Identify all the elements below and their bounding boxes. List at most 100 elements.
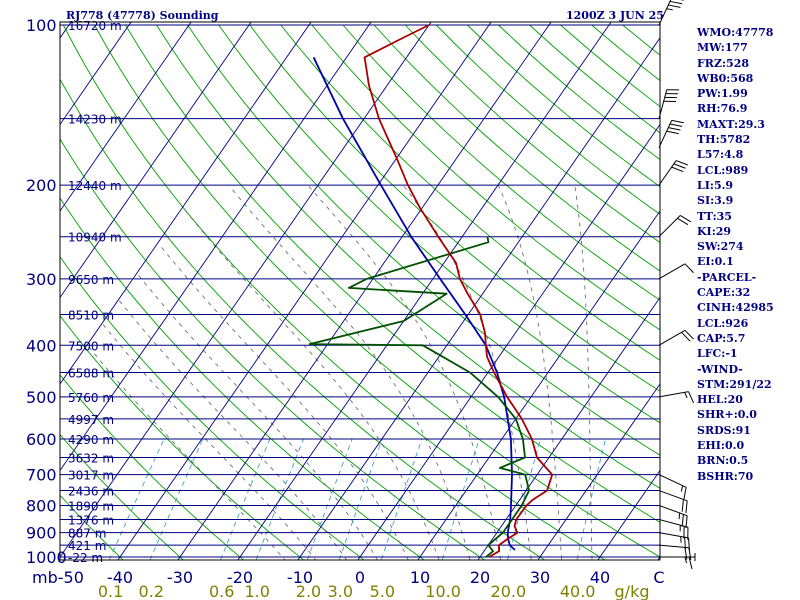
wind-full-barb bbox=[671, 119, 684, 124]
dry-adiabat bbox=[60, 494, 124, 560]
wind-barb bbox=[658, 160, 688, 186]
index-item: LCL:926 bbox=[697, 316, 749, 330]
height-label: 6588 m bbox=[68, 367, 114, 381]
isotherm bbox=[537, 383, 660, 560]
parcel-trace bbox=[312, 56, 516, 551]
pressure-tick-label: 1000 bbox=[26, 548, 67, 567]
height-label: 4290 m bbox=[68, 433, 114, 447]
dry-adiabat bbox=[60, 78, 546, 560]
wind-full-barb bbox=[676, 160, 688, 166]
wind-staff bbox=[658, 391, 689, 398]
pressure-tick-label: 800 bbox=[26, 496, 57, 515]
isotherm bbox=[297, 37, 660, 560]
height-label: 3632 m bbox=[68, 451, 114, 465]
isotherm bbox=[597, 469, 660, 560]
wind-staff bbox=[658, 329, 686, 346]
isotherm bbox=[60, 22, 132, 126]
wind-half-barb bbox=[678, 512, 681, 520]
moist-adiabat bbox=[87, 345, 286, 560]
mixing-ratio-line bbox=[220, 438, 271, 560]
wind-staff bbox=[658, 160, 677, 186]
mixing-ratio-line bbox=[507, 438, 541, 560]
wind-full-barb bbox=[669, 123, 683, 127]
temperature-tick-label: 10 bbox=[410, 568, 430, 587]
wind-barb bbox=[658, 474, 687, 500]
mixing-ratio-line bbox=[306, 438, 353, 560]
indices-panel: WMO:47778 MW:177 FRZ:528 WB0:568 PW:1.99 RH:7… bbox=[697, 25, 774, 484]
isotherm bbox=[237, 22, 612, 560]
index-item: LCL:989 bbox=[697, 163, 749, 177]
wind-staff bbox=[658, 518, 689, 528]
temperature-tick-label: 40 bbox=[590, 568, 610, 587]
pressure-tick-label: 900 bbox=[26, 524, 57, 543]
sounding-time: 1200Z 3 JUN 25 bbox=[566, 9, 664, 22]
wind-staff bbox=[658, 215, 681, 238]
wind-half-barb bbox=[680, 485, 684, 492]
wind-half-barb bbox=[666, 8, 673, 11]
pressure-tick-label: 100 bbox=[26, 16, 57, 35]
wind-full-barb bbox=[671, 166, 684, 173]
temperature-tick-label: -10 bbox=[287, 568, 313, 587]
wind-barb bbox=[658, 0, 684, 26]
mixing-ratio-label: 3.0 bbox=[328, 582, 353, 600]
index-item: MAXT:29.3 bbox=[697, 117, 765, 131]
wind-staff bbox=[658, 544, 689, 549]
temperature-tick-label: -30 bbox=[167, 568, 193, 587]
wind-staff bbox=[658, 490, 688, 502]
dry-adiabat bbox=[60, 197, 425, 560]
wind-full-barb bbox=[677, 217, 689, 226]
pressure-tick-label: 300 bbox=[26, 270, 57, 289]
height-label: 10940 m bbox=[68, 231, 122, 245]
wind-barb bbox=[658, 119, 684, 148]
index-item: TH:5782 bbox=[697, 133, 751, 147]
mixing-ratio-line bbox=[441, 438, 480, 560]
isotherm bbox=[477, 296, 660, 560]
index-item: -PARCEL- bbox=[697, 270, 757, 284]
mixing-ratio-label: 0.6 bbox=[209, 582, 234, 600]
wind-full-barb bbox=[685, 515, 688, 529]
dry-adiabat bbox=[373, 24, 660, 272]
height-label: 1376 m bbox=[68, 513, 114, 527]
dry-adiabat bbox=[125, 24, 660, 523]
pressure-tick-label: 200 bbox=[26, 176, 57, 195]
wind-full-barb bbox=[683, 487, 687, 500]
wind-barb bbox=[658, 263, 694, 280]
isotherm bbox=[60, 22, 372, 472]
wind-staff bbox=[658, 504, 688, 517]
mixing-ratio-label: 0.1 bbox=[98, 582, 123, 600]
index-item: STM:291/22 bbox=[697, 377, 772, 391]
sounding-title: RJ778 (47778) Sounding bbox=[66, 9, 219, 22]
wind-half-barb bbox=[684, 556, 687, 564]
index-item: LI:5.9 bbox=[697, 178, 734, 192]
isotherm bbox=[60, 22, 192, 212]
index-item: TT:35 bbox=[697, 209, 732, 223]
mixing-ratio-line bbox=[576, 438, 607, 560]
isotherm bbox=[60, 22, 432, 558]
mixing-ratio-line bbox=[338, 438, 383, 560]
dry-adiabat bbox=[60, 138, 486, 560]
index-item: RH:76.9 bbox=[697, 102, 748, 116]
wind-full-barb bbox=[684, 329, 694, 340]
index-item: SI:3.9 bbox=[697, 194, 734, 208]
height-label: 8510 m bbox=[68, 308, 114, 322]
index-item: WB0:568 bbox=[697, 71, 754, 85]
wind-full-barb bbox=[673, 163, 686, 169]
wind-barb bbox=[659, 556, 693, 570]
index-item: CINH:42985 bbox=[697, 301, 774, 315]
temperature-tick-label: -20 bbox=[227, 568, 253, 587]
temperature-tick-label: mb-50 bbox=[32, 568, 84, 587]
dry-adiabat bbox=[94, 24, 660, 558]
wind-barb bbox=[658, 490, 688, 514]
height-label: 9650 m bbox=[68, 273, 114, 287]
index-item: SRDS:91 bbox=[697, 423, 751, 437]
wind-half-barb bbox=[684, 392, 688, 399]
pressure-tick-label: 500 bbox=[26, 388, 57, 407]
index-item: HEL:20 bbox=[697, 393, 743, 407]
temperature-tick-label: 0 bbox=[355, 568, 365, 587]
pressure-tick-label: 400 bbox=[26, 336, 57, 355]
height-label: 5760 m bbox=[68, 391, 114, 405]
mixing-ratio-label: 20.0 bbox=[491, 582, 527, 600]
wind-full-barb bbox=[688, 537, 690, 551]
wind-barb bbox=[658, 391, 695, 404]
